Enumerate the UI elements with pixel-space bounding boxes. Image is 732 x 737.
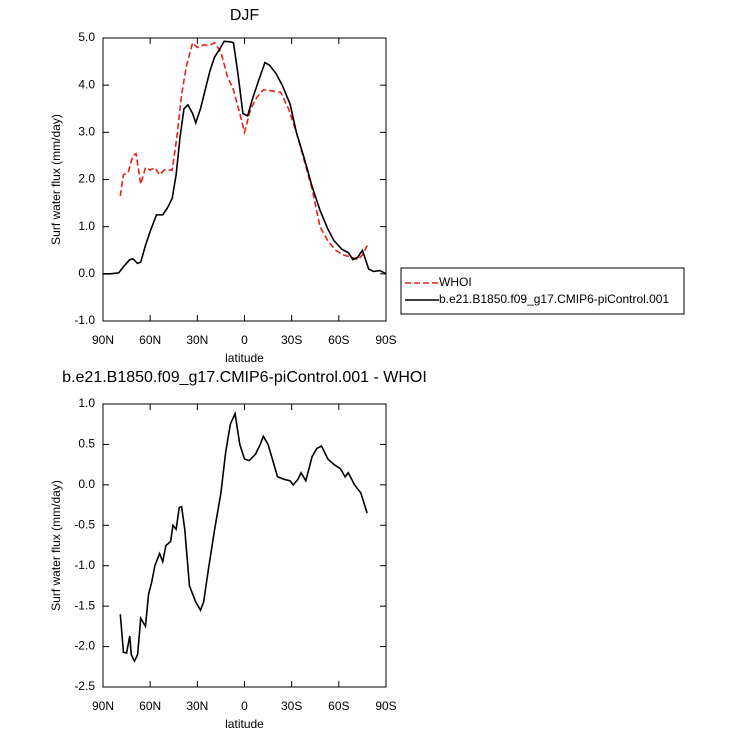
chart-title: DJF (230, 7, 260, 24)
x-tick-label: 90S (375, 699, 396, 713)
x-tick-label: 0 (241, 699, 248, 713)
x-tick-label: 90N (92, 699, 114, 713)
y-tick-label: 2.0 (78, 172, 95, 186)
y-axis-label: Surf water flux (mm/day) (49, 114, 63, 245)
x-axis-label: latitude (225, 717, 264, 731)
x-tick-label: 0 (241, 333, 248, 347)
y-tick-label: -1.0 (74, 313, 95, 327)
legend-label: WHOI (439, 275, 472, 289)
y-tick-label: -1.5 (74, 598, 95, 612)
chart-title: b.e21.B1850.f09_g17.CMIP6-piControl.001 … (62, 369, 427, 386)
x-tick-label: 30N (186, 699, 208, 713)
y-axis-label: Surf water flux (mm/day) (49, 480, 63, 611)
series-line (119, 41, 368, 261)
plot-frame (102, 403, 387, 688)
x-tick-label: 30N (186, 333, 208, 347)
y-tick-label: 0.5 (78, 437, 95, 451)
legend-label: b.e21.B1850.f09_g17.CMIP6-piControl.001 (439, 292, 669, 306)
x-tick-label: 60N (139, 333, 161, 347)
x-tick-label: 30S (281, 699, 302, 713)
y-tick-label: 0.0 (78, 266, 95, 280)
x-tick-label: 60N (139, 699, 161, 713)
x-tick-label: 60S (328, 333, 349, 347)
y-tick-label: 0.0 (78, 477, 95, 491)
x-tick-label: 30S (281, 333, 302, 347)
series-line (103, 40, 387, 275)
y-tick-label: 5.0 (78, 30, 95, 44)
y-tick-label: 4.0 (78, 77, 95, 91)
x-tick-label: 90N (92, 333, 114, 347)
y-tick-label: -2.5 (74, 679, 95, 693)
y-tick-label: 1.0 (78, 219, 95, 233)
y-tick-label: -1.0 (74, 558, 95, 572)
y-tick-label: -0.5 (74, 517, 95, 531)
y-tick-label: -2.0 (74, 639, 95, 653)
x-tick-label: 90S (375, 333, 396, 347)
plot-frame (102, 37, 387, 322)
y-tick-label: 3.0 (78, 125, 95, 139)
legend-frame (400, 267, 685, 315)
x-tick-label: 60S (328, 699, 349, 713)
x-axis-label: latitude (225, 351, 264, 365)
y-tick-label: 1.0 (78, 396, 95, 410)
series-line (119, 410, 368, 663)
